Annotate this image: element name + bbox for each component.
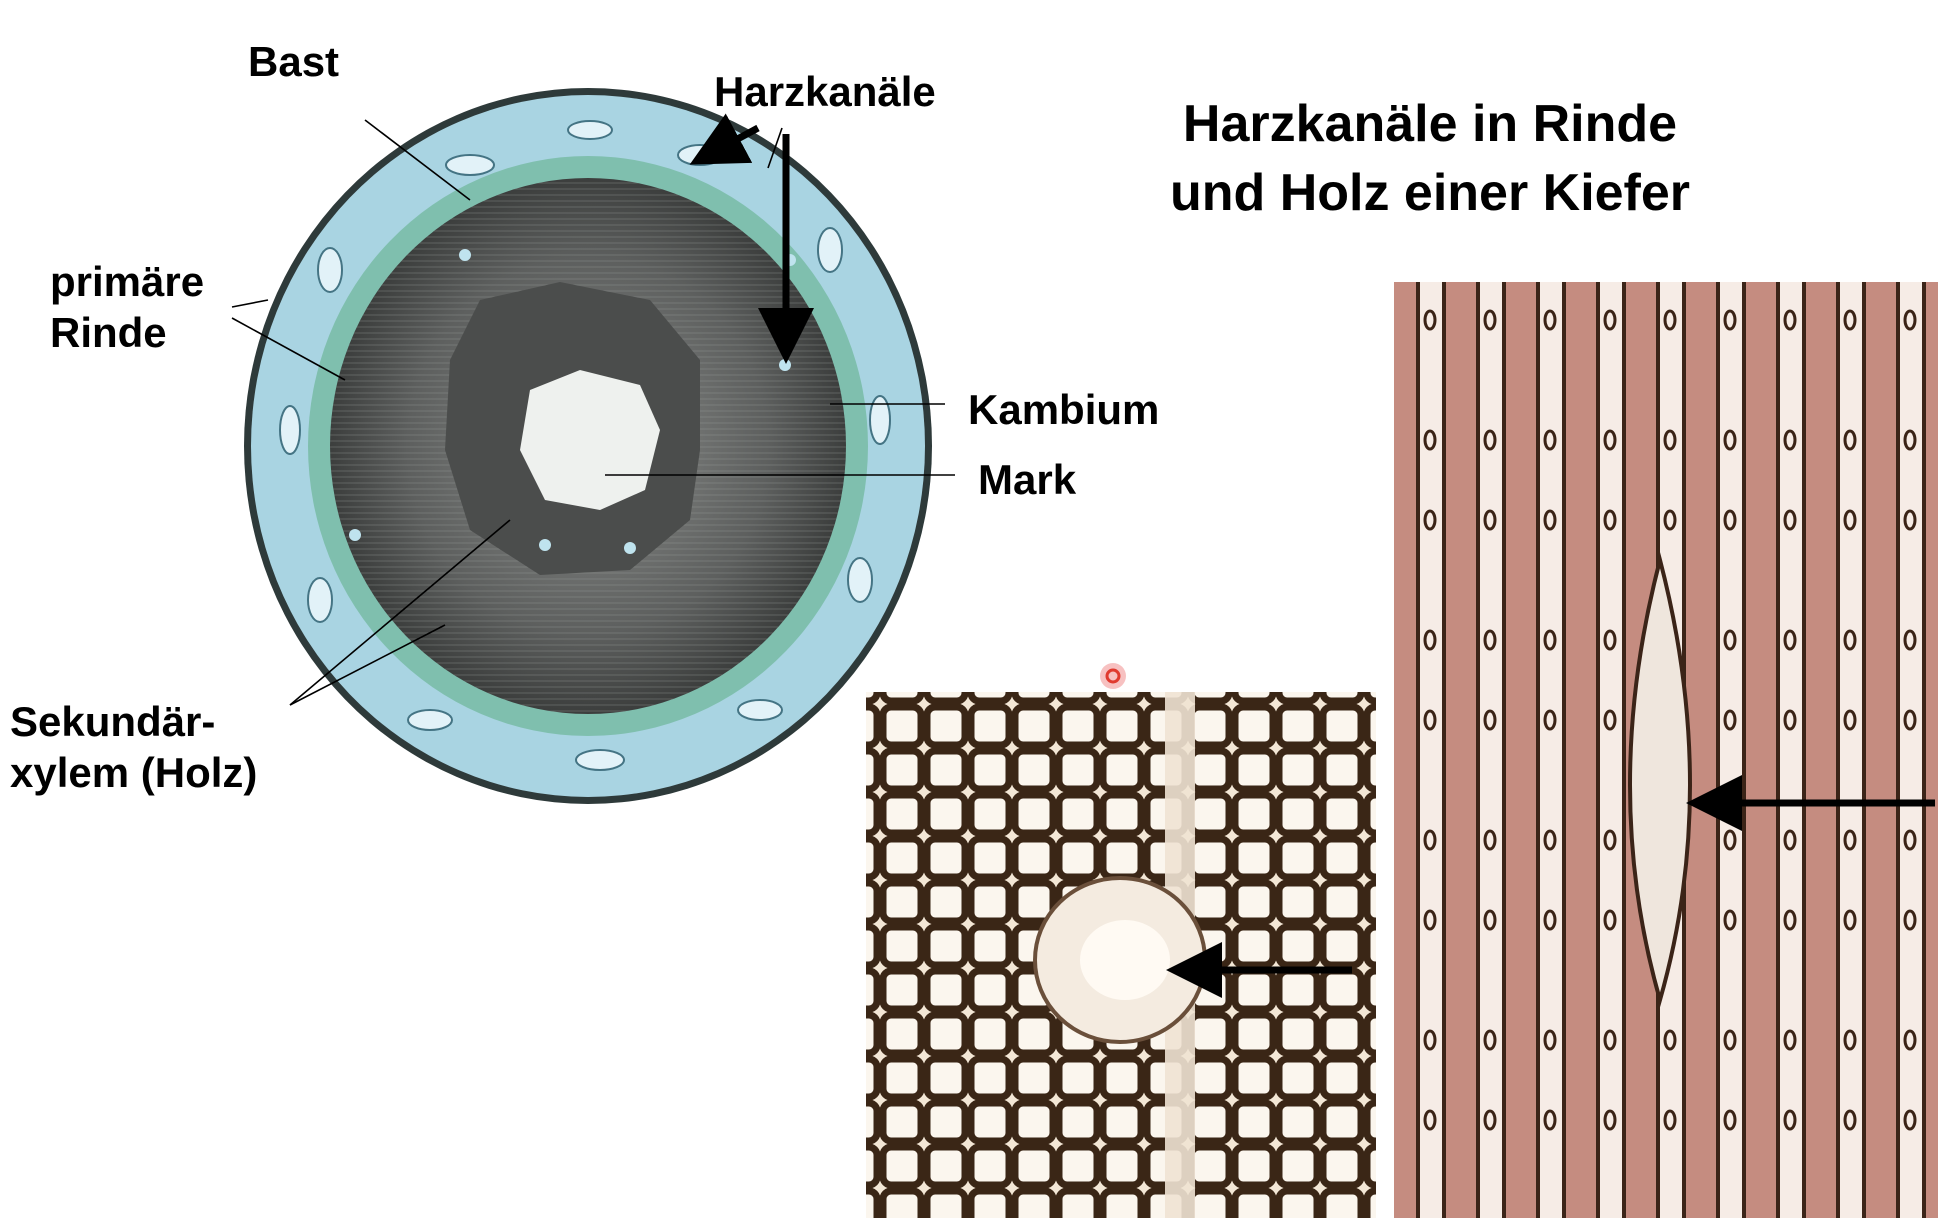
label-kambium: Kambium xyxy=(968,386,1160,433)
label-primaere-rinde-line1: primäre xyxy=(50,258,205,305)
label-sekundaerxylem: Sekundär- xylem (Holz) xyxy=(10,696,257,798)
label-primaere-rinde: primäre Rinde xyxy=(50,256,204,358)
bark-resin-ducts xyxy=(279,120,891,771)
leader-lines xyxy=(231,119,955,706)
slide-title: Harzkanäle in Rinde und Holz einer Kiefe… xyxy=(1110,90,1750,227)
stem-cross-section xyxy=(244,88,932,804)
label-sekundaerxylem-line2: xylem (Holz) xyxy=(10,749,258,797)
micrograph-cross-section xyxy=(866,692,1376,1218)
label-primaere-rinde-line2: Rinde xyxy=(50,309,167,357)
title-line-2: und Holz einer Kiefer xyxy=(1169,163,1691,222)
title-line-1: Harzkanäle in Rinde xyxy=(1182,95,1678,153)
mark-pith xyxy=(520,370,660,510)
micrograph-longitudinal-section xyxy=(1394,282,1938,1218)
label-bast: Bast xyxy=(248,38,340,85)
label-harzkanaele: Harzkanäle xyxy=(714,68,936,115)
harzkanaele-arrows xyxy=(689,113,814,364)
label-sekundaerxylem-line1: Sekundär- xyxy=(10,698,216,745)
label-mark: Mark xyxy=(978,456,1077,503)
cursor-indicator xyxy=(1100,663,1126,689)
